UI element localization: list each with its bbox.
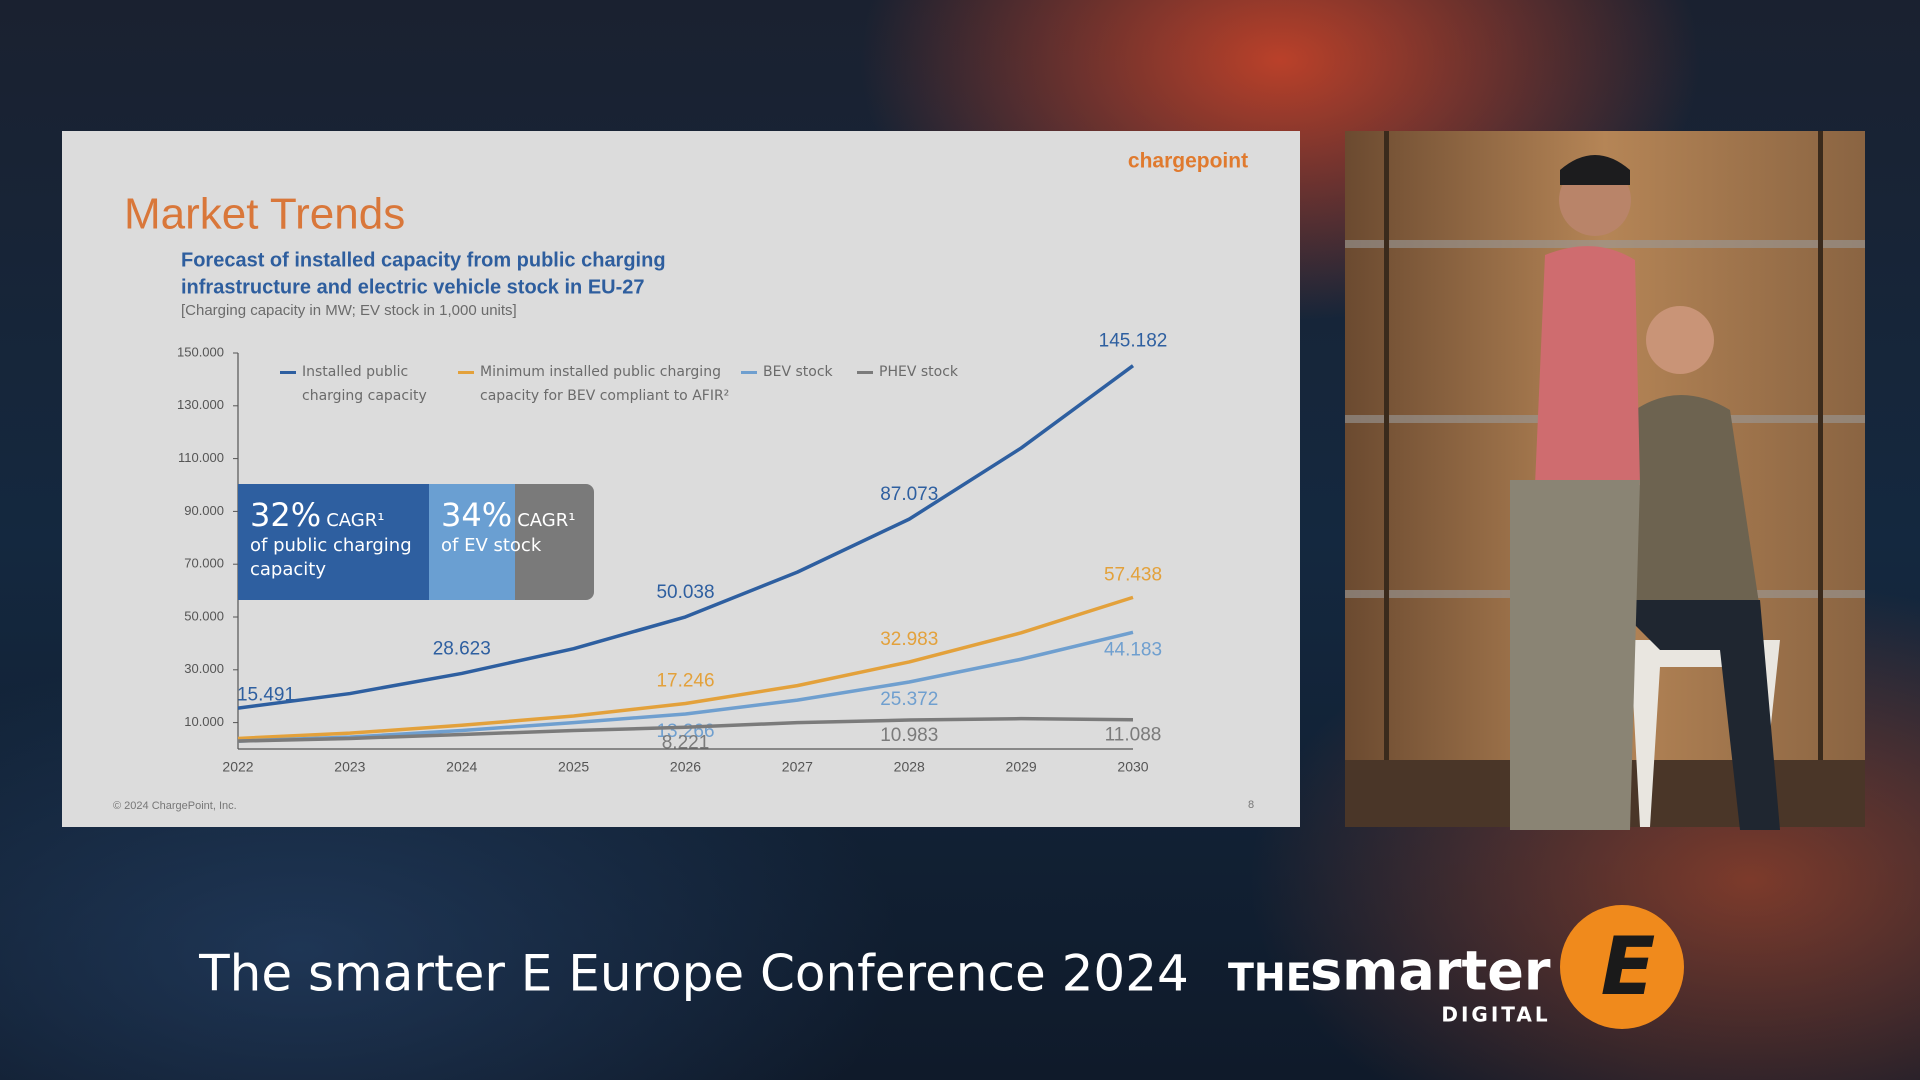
x-tick-label: 2028 bbox=[894, 759, 925, 775]
series-line bbox=[237, 364, 1135, 710]
cagr-box: 34% CAGR¹ of EV stock bbox=[429, 484, 594, 600]
series-line bbox=[237, 630, 1134, 743]
x-tick-label: 2025 bbox=[558, 759, 589, 775]
legend-swatch bbox=[741, 371, 757, 374]
value-label: 10.983 bbox=[880, 725, 938, 746]
note: [Charging capacity in MW; EV stock in 1,… bbox=[181, 302, 517, 319]
x-tick-label: 2029 bbox=[1006, 759, 1037, 775]
logo-smarter: smarter bbox=[1310, 940, 1551, 1003]
legend-item: Minimum installed public charging capaci… bbox=[458, 360, 730, 408]
slide-title: Market Trends bbox=[124, 190, 405, 239]
plot: 10.000 30.000 50.000 70.000 90.000 110.000 130… bbox=[177, 331, 1167, 775]
y-tick-label: 150.000 bbox=[177, 344, 224, 359]
cagr-text: of EV stock bbox=[441, 535, 542, 556]
logo-digital: DIGITAL bbox=[1441, 1003, 1550, 1027]
logo: chargepoint bbox=[1128, 150, 1248, 173]
slide bbox=[62, 131, 1300, 827]
series-line bbox=[237, 595, 1134, 741]
x-tick-label: 2024 bbox=[446, 759, 477, 775]
value-label: 32.983 bbox=[880, 629, 938, 650]
footer: © 2024 ChargePoint, Inc. bbox=[113, 800, 237, 812]
x-tick-label: 2023 bbox=[334, 759, 365, 775]
y-tick-label: 70.000 bbox=[184, 556, 224, 571]
y-tick-label: 10.000 bbox=[184, 714, 224, 729]
legend-label: Minimum installed public charging capaci… bbox=[480, 364, 730, 404]
cagr-percent: 34% bbox=[441, 496, 513, 534]
value-label: 25.372 bbox=[880, 689, 938, 710]
legend-item: BEV stock bbox=[741, 360, 863, 384]
logo-circle bbox=[1560, 905, 1684, 1029]
legend-swatch bbox=[857, 371, 873, 374]
x-tick-label: 2026 bbox=[670, 759, 701, 775]
conference-title: The smarter E Europe Conference 2024 bbox=[198, 945, 1189, 1003]
cagr-label: CAGR¹ bbox=[326, 510, 385, 531]
video-panel bbox=[1345, 131, 1865, 830]
x-tick-label: 2027 bbox=[782, 759, 813, 775]
subtitle: infrastructure and electric vehicle stoc… bbox=[181, 276, 645, 298]
x-tick-label: 2030 bbox=[1117, 759, 1148, 775]
page-number: 8 bbox=[1248, 799, 1254, 811]
cagr-text: of public charging capacity bbox=[250, 535, 412, 580]
value-label: 57.438 bbox=[1104, 564, 1162, 585]
logo-e: E bbox=[1601, 920, 1656, 1013]
value-label: 15.491 bbox=[237, 684, 295, 705]
y-tick-label: 130.000 bbox=[177, 397, 224, 412]
y-tick-label: 110.000 bbox=[178, 450, 224, 465]
subtitle: Forecast of installed capacity from publ… bbox=[181, 249, 666, 271]
logo-the: THE bbox=[1228, 956, 1312, 1000]
y-tick-label: 90.000 bbox=[184, 503, 224, 518]
cagr-percent: 32% bbox=[250, 496, 322, 534]
x-tick-label: 2022 bbox=[222, 759, 253, 775]
legend-item: Installed public charging capacity bbox=[280, 360, 442, 408]
value-label: 145.182 bbox=[1099, 331, 1168, 352]
legend-label: PHEV stock bbox=[879, 364, 958, 380]
cagr-box: 32% CAGR¹ of public charging capacity bbox=[238, 484, 429, 600]
value-label: 28.623 bbox=[433, 638, 491, 659]
legend-swatch bbox=[280, 371, 296, 374]
value-label: 17.246 bbox=[656, 670, 714, 691]
value-label: 44.183 bbox=[1104, 639, 1162, 660]
legend-label: BEV stock bbox=[763, 364, 833, 380]
legend-label: Installed public charging capacity bbox=[302, 364, 427, 404]
y-tick-label: 50.000 bbox=[184, 608, 224, 623]
value-label: 8.221 bbox=[662, 732, 710, 753]
legend-swatch bbox=[458, 371, 474, 374]
y-tick-label: 30.000 bbox=[184, 661, 224, 676]
value-label: 11.088 bbox=[1105, 725, 1162, 746]
series-line bbox=[237, 716, 1134, 743]
value-label: 87.073 bbox=[880, 484, 938, 505]
value-label: 50.038 bbox=[656, 582, 714, 603]
cagr-label: CAGR¹ bbox=[517, 510, 576, 531]
legend-item: PHEV stock bbox=[857, 360, 979, 384]
